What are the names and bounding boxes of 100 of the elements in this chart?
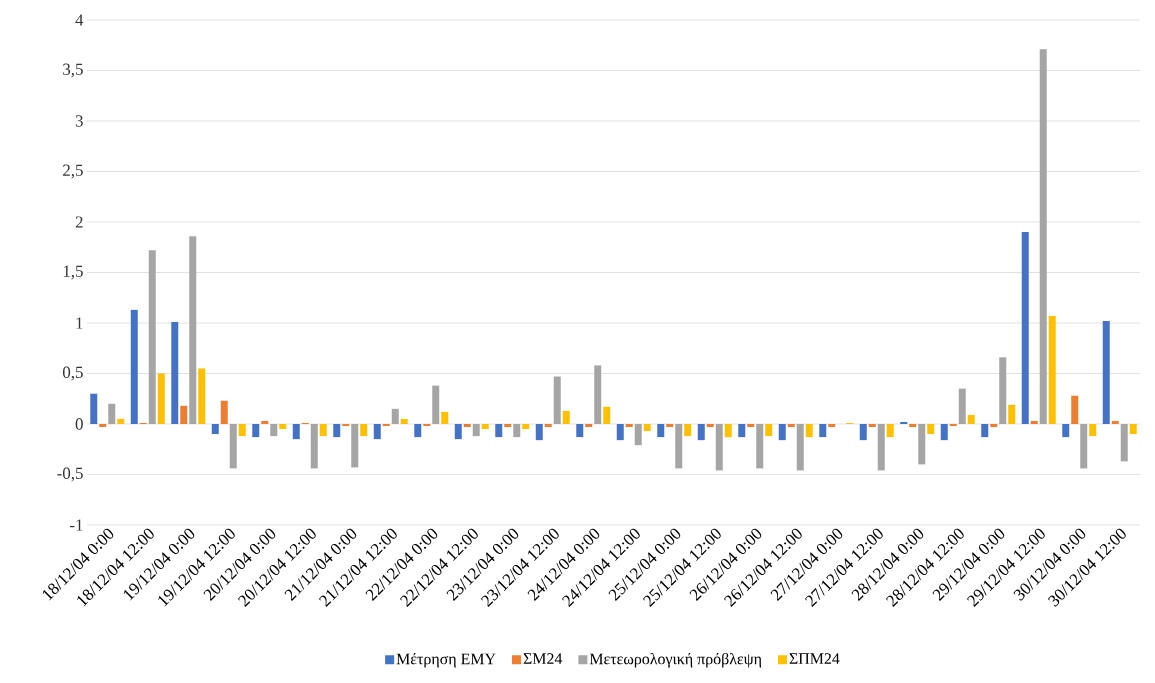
bar	[967, 414, 975, 424]
bar	[553, 376, 561, 424]
y-tick-label: 0	[75, 418, 83, 430]
bar	[189, 236, 197, 424]
bar	[522, 423, 530, 430]
bar	[270, 423, 278, 437]
bar	[877, 423, 885, 471]
bar	[481, 423, 489, 430]
y-tick-label: 4	[75, 14, 84, 26]
bar	[261, 420, 269, 424]
bar	[940, 423, 948, 441]
bar	[585, 423, 593, 428]
bar	[333, 423, 341, 438]
bar	[909, 423, 917, 428]
bar	[99, 423, 107, 428]
bar	[432, 385, 440, 424]
bar	[594, 365, 602, 424]
bar	[949, 423, 957, 426]
bar	[778, 423, 786, 441]
bar	[616, 423, 624, 441]
bar	[738, 423, 746, 438]
bar	[990, 423, 998, 428]
bar	[868, 423, 876, 428]
bar	[886, 423, 894, 438]
bar	[1030, 420, 1038, 424]
bar	[360, 423, 368, 437]
bar	[1062, 423, 1070, 438]
bar	[130, 309, 138, 424]
bar	[391, 408, 399, 424]
bar	[463, 423, 471, 428]
bar	[675, 423, 683, 469]
bar	[472, 423, 480, 437]
bar	[1111, 420, 1119, 424]
bar	[1021, 232, 1029, 424]
bar	[756, 423, 764, 469]
bar	[229, 423, 237, 469]
bar	[765, 423, 773, 437]
bar	[1039, 49, 1047, 424]
bar	[441, 411, 449, 424]
bar	[171, 321, 179, 424]
bar	[715, 423, 723, 471]
bar	[495, 423, 503, 438]
bar	[157, 373, 165, 424]
bar	[999, 357, 1007, 424]
bar	[1102, 320, 1110, 424]
bar	[220, 400, 228, 424]
y-tick-label: 3,5	[63, 63, 83, 78]
bar	[1008, 404, 1016, 424]
bar	[180, 405, 188, 424]
bar	[958, 388, 966, 424]
y-tick-label: 1	[76, 317, 83, 329]
bar	[351, 423, 359, 468]
bar	[697, 423, 705, 441]
bar	[900, 421, 908, 424]
bar	[544, 423, 552, 428]
bar	[927, 423, 935, 435]
bar	[279, 423, 287, 430]
bar	[342, 423, 350, 426]
bar	[576, 423, 584, 438]
bar	[252, 423, 260, 438]
bar	[1129, 423, 1137, 435]
legend-label: ΣΜ24	[523, 653, 563, 664]
bar	[238, 423, 246, 437]
bar	[423, 423, 431, 426]
bar	[1071, 395, 1079, 424]
bar	[1080, 423, 1088, 469]
bar	[819, 423, 827, 438]
bar	[724, 423, 732, 438]
y-tick-label: 3	[75, 115, 83, 127]
bar	[643, 423, 651, 432]
bar	[1089, 423, 1097, 437]
bar	[666, 423, 674, 428]
bar	[657, 423, 665, 438]
bar	[828, 423, 836, 428]
legend-label: Μέτρηση ΕΜΥ	[396, 652, 496, 668]
bar	[805, 423, 813, 438]
bar	[414, 423, 422, 438]
bar	[108, 403, 116, 424]
bar	[211, 423, 219, 435]
bar	[684, 423, 692, 437]
bar	[310, 423, 318, 469]
y-tick-label: -1	[70, 519, 83, 531]
legend-label: Μετεωρολογική πρόβλεψη	[589, 652, 762, 668]
bar	[198, 368, 206, 424]
bar	[382, 423, 390, 426]
bar	[535, 423, 543, 441]
bar	[292, 423, 300, 440]
bar	[148, 250, 156, 424]
bar	[373, 423, 381, 440]
bar	[562, 410, 570, 424]
bar	[400, 418, 408, 424]
bar	[706, 423, 714, 428]
bar	[981, 423, 989, 438]
bar	[787, 423, 795, 428]
bar	[1120, 423, 1128, 462]
bar	[319, 423, 327, 437]
y-tick-label: 1,5	[63, 265, 83, 280]
bar	[796, 423, 804, 471]
bar	[747, 423, 755, 428]
y-tick-label: 2	[75, 216, 83, 228]
